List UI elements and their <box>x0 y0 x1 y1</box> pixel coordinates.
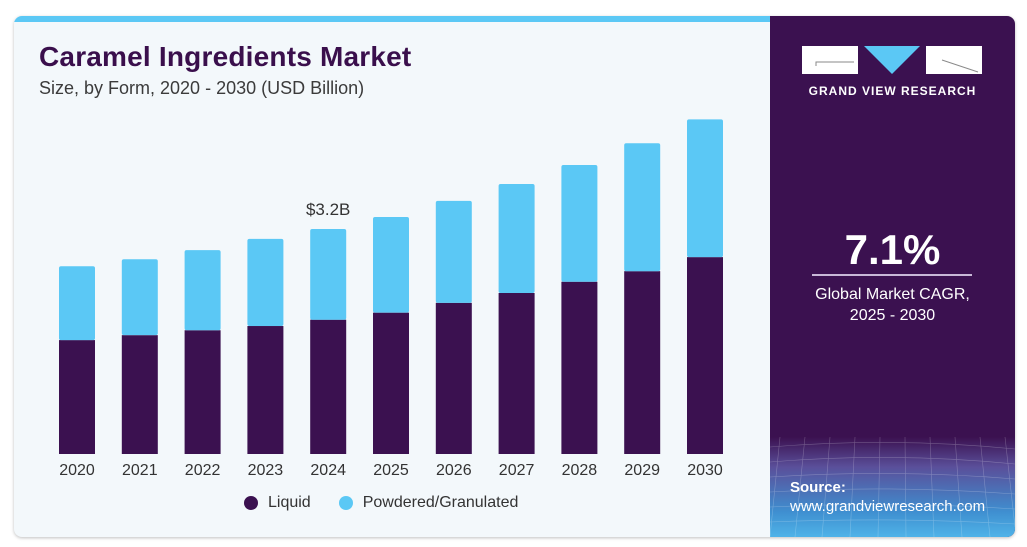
cagr-divider <box>812 274 972 276</box>
x-tick-label-2029: 2029 <box>624 462 660 479</box>
legend-swatch-liquid <box>244 496 258 510</box>
bar-liquid-2020 <box>59 340 95 454</box>
bar-liquid-2021 <box>121 335 158 454</box>
source-background <box>770 437 1015 537</box>
accent-bar <box>14 16 770 22</box>
x-tick-label-2030: 2030 <box>687 462 723 479</box>
bar-powdered-2020 <box>59 266 95 341</box>
legend-item-liquid: Liquid <box>244 494 311 512</box>
bar-powdered-2030 <box>687 119 723 258</box>
legend-label-powdered: Powdered/Granulated <box>362 494 519 511</box>
legend-label-liquid: Liquid <box>268 494 311 511</box>
bar-liquid-2022 <box>184 330 221 454</box>
x-tick-label-2023: 2023 <box>248 462 284 479</box>
bar-liquid-2028 <box>561 281 598 454</box>
legend-swatch-powdered <box>338 496 353 510</box>
x-tick-label-2022: 2022 <box>185 462 221 479</box>
bar-powdered-2026 <box>435 200 472 303</box>
cagr-label-line1: Global Market CAGR, <box>815 286 970 303</box>
chart-title: Caramel Ingredients Market <box>39 41 412 72</box>
x-tick-label-2027: 2027 <box>499 462 535 479</box>
source-url[interactable]: www.grandviewresearch.com <box>790 498 986 515</box>
bar-powdered-2023 <box>247 238 284 327</box>
bar-powdered-2027 <box>498 184 535 293</box>
bar-liquid-2027 <box>498 292 535 454</box>
gvr-logo-icon <box>802 46 982 74</box>
cagr-label-line2: 2025 - 2030 <box>849 307 936 324</box>
x-tick-label-2021: 2021 <box>122 462 158 479</box>
x-tick-label-2020: 2020 <box>59 462 95 479</box>
bar-liquid-2025 <box>373 312 409 454</box>
bar-liquid-2023 <box>247 326 284 454</box>
bar-liquid-2030 <box>687 257 723 454</box>
infographic-card: 2020 2021 2022 2023 2024 $3.2B 2025 2026 2027 202… <box>14 16 1015 537</box>
bar-powdered-2025 <box>373 217 409 313</box>
grid-pattern-icon <box>770 437 1015 537</box>
chart-subtitle: Size, by Form, 2020 - 2030 (USD Billion) <box>39 78 365 98</box>
bar-powdered-2022 <box>184 250 221 331</box>
legend: Liquid Powdered/Granulated <box>244 494 546 512</box>
stacked-bar-chart: 2020 2021 2022 2023 2024 $3.2B 2025 2026 2027 202… <box>59 119 723 479</box>
side-panel: GRAND VIEW RESEARCH 7.1% Global Market C… <box>770 16 1015 537</box>
cagr-value: 7.1% <box>844 226 941 273</box>
bar-liquid-2029 <box>624 271 661 454</box>
x-tick-label-2028: 2028 <box>562 462 598 479</box>
source-label: Source: <box>790 479 846 496</box>
cagr-label: Global Market CAGR, 2025 - 2030 <box>770 284 1015 326</box>
brand-name: GRAND VIEW RESEARCH <box>808 84 977 98</box>
legend-item-powdered: Powdered/Granulated <box>338 494 519 512</box>
bar-powdered-2021 <box>121 259 158 336</box>
bar-powdered-2028 <box>561 165 598 282</box>
bar-powdered-2029 <box>624 143 661 272</box>
data-label-2024: $3.2B <box>306 200 350 219</box>
x-tick-label-2024: 2024 <box>310 462 346 479</box>
bar-liquid-2024 <box>310 319 347 454</box>
x-tick-label-2025: 2025 <box>373 462 409 479</box>
bar-powdered-2024 <box>310 229 347 320</box>
bar-liquid-2026 <box>435 302 472 454</box>
x-tick-label-2026: 2026 <box>436 462 472 479</box>
